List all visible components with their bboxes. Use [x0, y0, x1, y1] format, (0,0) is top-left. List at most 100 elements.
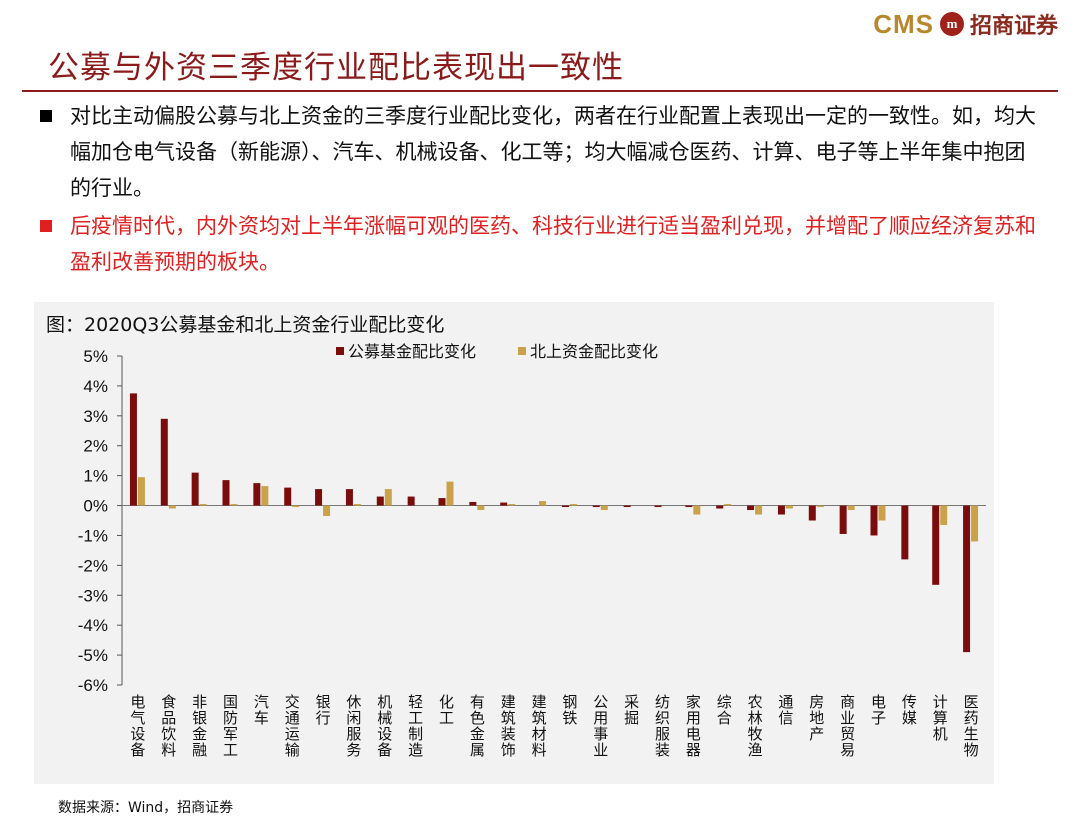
bar-fund [747, 505, 755, 511]
x-category-label: 机械设备 [375, 694, 393, 758]
bar-fund [932, 505, 940, 585]
bar-fund [716, 505, 724, 509]
bullet-list: 对比主动偏股公募与北上资金的三季度行业配比变化，两者在行业配置上表现出一定的一致… [40, 98, 1040, 282]
x-category-label: 银行 [314, 694, 332, 726]
brand-logo: CMS m 招商证券 [873, 8, 1058, 40]
bar-fund [963, 505, 971, 653]
x-category-label: 化工 [437, 694, 455, 726]
y-tick-label: -3% [78, 586, 108, 605]
bar-northbound [600, 505, 608, 511]
x-category-label: 采掘 [622, 694, 640, 726]
bar-northbound [230, 504, 238, 506]
bar-northbound [693, 505, 701, 515]
bar-fund [777, 505, 785, 515]
bar-northbound [847, 505, 855, 511]
x-category-label: 食品饮料 [159, 694, 177, 758]
x-category-label: 轻工制造 [406, 694, 424, 758]
y-tick-label: 4% [83, 377, 108, 396]
logo-text: CMS [873, 8, 934, 39]
x-category-label: 非银金融 [190, 694, 208, 758]
bar-fund [901, 505, 909, 560]
page-title: 公募与外资三季度行业配比表现出一致性 [48, 50, 624, 86]
logo-company-name: 招商证券 [969, 13, 1058, 39]
bar-northbound [755, 505, 763, 515]
bullet-item-highlight: 后疫情时代，内外资均对上半年涨幅可观的医药、科技行业进行适当盈利兑现，并增配了顺… [40, 208, 1040, 280]
bar-fund [685, 505, 693, 508]
x-category-label: 建筑装饰 [499, 694, 517, 758]
bar-northbound [477, 505, 485, 511]
x-category-label: 计算机 [931, 694, 949, 742]
bullet-item: 对比主动偏股公募与北上资金的三季度行业配比变化，两者在行业配置上表现出一定的一致… [40, 98, 1040, 206]
y-tick-label: -6% [78, 676, 108, 695]
y-tick-label: -1% [78, 526, 108, 545]
bar-northbound [878, 505, 886, 521]
x-category-label: 通信 [776, 694, 794, 726]
bar-fund [561, 505, 569, 508]
bar-northbound [539, 501, 547, 506]
bar-northbound [785, 505, 793, 509]
bar-northbound [508, 504, 516, 506]
bullet-text: 对比主动偏股公募与北上资金的三季度行业配比变化，两者在行业配置上表现出一定的一致… [70, 104, 1036, 200]
bar-northbound [724, 504, 732, 506]
bar-fund [592, 505, 600, 508]
x-category-label: 综合 [715, 694, 733, 726]
bar-northbound [168, 505, 176, 509]
bar-northbound [353, 504, 361, 506]
logo-badge-icon: m [939, 12, 964, 36]
chart-title: 图：2020Q3公募基金和北上资金行业配比变化 [46, 314, 445, 336]
legend-swatch [518, 347, 526, 355]
bar-fund [315, 489, 323, 506]
x-category-label: 休闲服务 [344, 694, 362, 758]
title-divider [22, 90, 1058, 92]
x-category-label: 建筑材料 [530, 694, 548, 758]
bar-northbound [292, 505, 300, 508]
bar-northbound [569, 504, 577, 506]
bar-fund [654, 505, 662, 508]
x-category-label: 家用电器 [684, 694, 702, 758]
bar-fund [129, 393, 137, 506]
bar-northbound [384, 489, 392, 506]
legend-swatch [336, 347, 344, 355]
bar-northbound [816, 505, 824, 508]
bar-fund [191, 472, 199, 506]
bar-fund [469, 501, 477, 506]
bar-northbound [971, 505, 979, 542]
bar-fund [839, 505, 847, 534]
bar-fund [345, 489, 353, 506]
bar-northbound [261, 486, 269, 506]
bar-northbound [137, 477, 145, 506]
bar-fund [253, 483, 261, 506]
bar-fund [438, 498, 446, 506]
x-category-label: 医药生物 [962, 694, 980, 758]
y-tick-label: 3% [83, 407, 108, 426]
y-tick-label: -4% [78, 616, 108, 635]
legend-label: 公募基金配比变化 [348, 342, 476, 361]
x-category-label: 公用事业 [591, 694, 609, 758]
square-bullet-icon [40, 220, 52, 232]
x-category-label: 传媒 [900, 694, 918, 726]
bar-northbound [323, 505, 331, 517]
legend-label: 北上资金配比变化 [530, 342, 658, 361]
bar-fund [284, 487, 292, 506]
bar-fund [808, 505, 816, 521]
x-category-label: 电气设备 [128, 694, 146, 758]
x-category-label: 商业贸易 [838, 694, 856, 758]
x-category-label: 纺织服装 [653, 694, 671, 758]
x-category-label: 国防军工 [221, 694, 239, 758]
data-source-note: 数据来源：Wind，招商证券 [58, 800, 234, 816]
y-tick-label: -2% [78, 556, 108, 575]
y-tick-label: 5% [83, 347, 108, 366]
x-category-label: 交通运输 [283, 693, 301, 758]
bar-fund [376, 496, 384, 506]
bar-fund [623, 505, 631, 508]
x-category-label: 有色金属 [468, 694, 486, 758]
x-category-label: 农林牧渔 [746, 694, 764, 758]
x-category-label: 电子 [869, 694, 887, 726]
x-category-label: 钢铁 [560, 694, 578, 726]
chart-panel: 图：2020Q3公募基金和北上资金行业配比变化 5% 4% 3% 2% 1% 0% -1% -… [34, 302, 994, 784]
y-tick-label: 0% [83, 497, 108, 516]
y-tick-label: 2% [83, 437, 108, 456]
y-tick-label: -5% [78, 646, 108, 665]
bar-fund [407, 496, 415, 506]
bar-northbound [199, 504, 207, 506]
